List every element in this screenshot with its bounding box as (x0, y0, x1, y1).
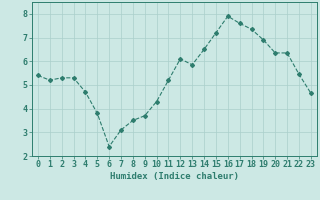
X-axis label: Humidex (Indice chaleur): Humidex (Indice chaleur) (110, 172, 239, 181)
